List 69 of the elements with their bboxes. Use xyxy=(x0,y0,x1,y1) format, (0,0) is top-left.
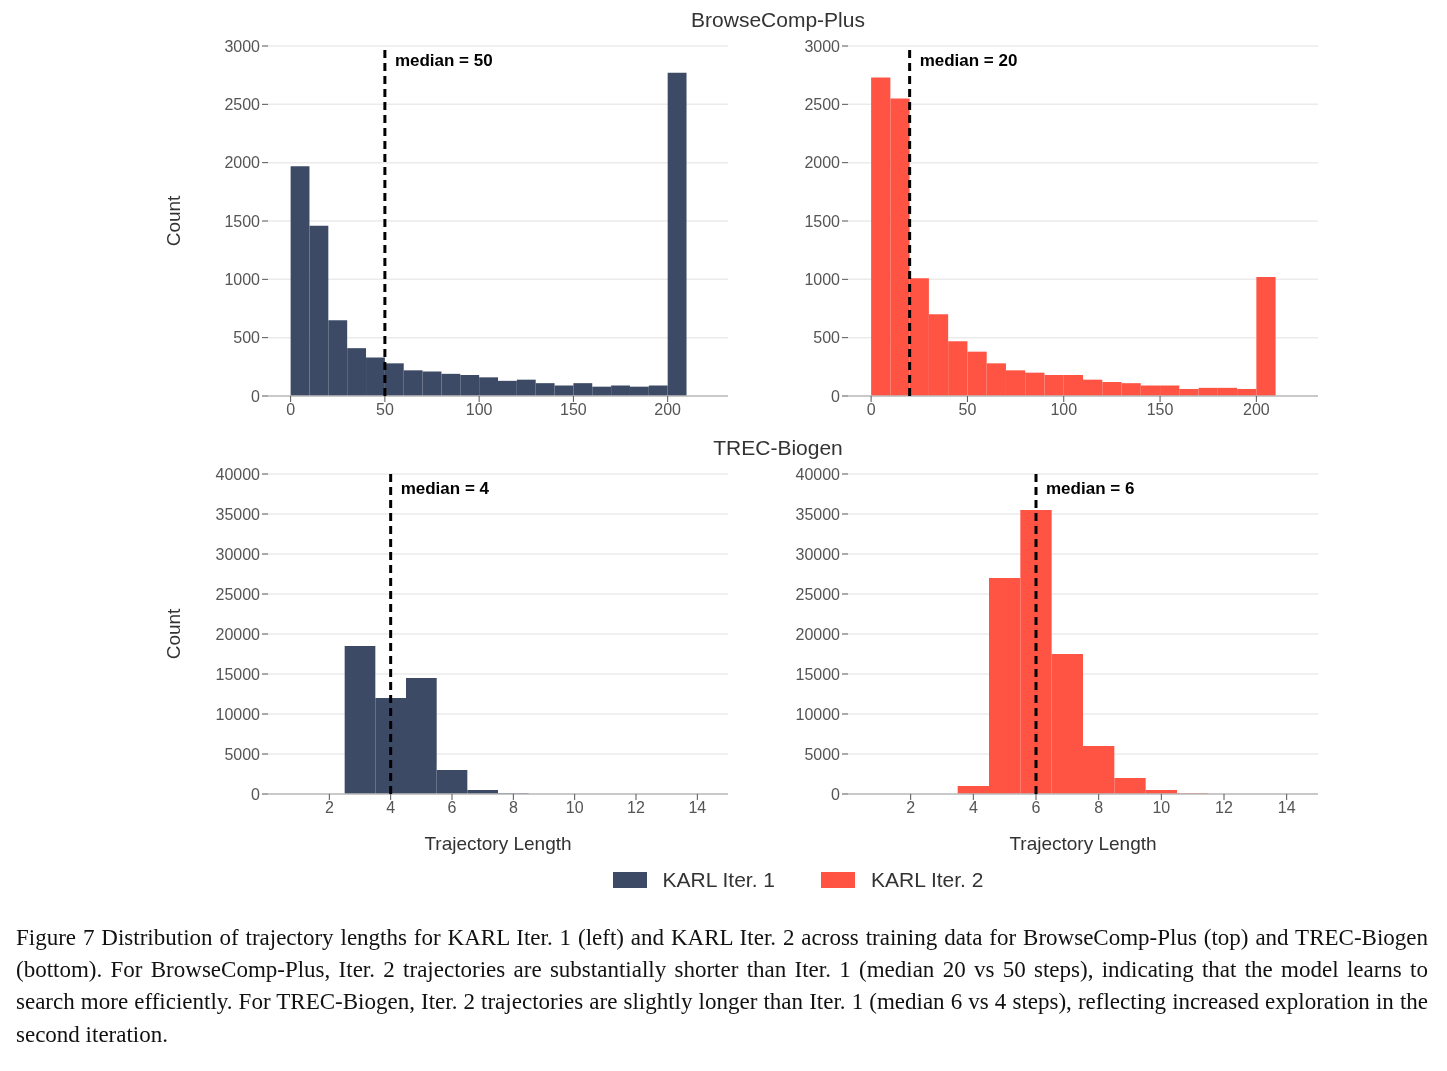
y-tick-label: 5000 xyxy=(804,745,841,763)
x-tick-label: 6 xyxy=(1031,799,1041,817)
y-tick-label: 2500 xyxy=(224,96,261,114)
caption: Figure 7 Distribution of trajectory lengths for KARL Iter. 1 (left) and KARL Iter. 2 across training data for BrowseComp-Plus (top) and TREC-Biogen (bottom). For BrowseComp-Plus, Iter. 2 trajectories are substantially shorter than Iter. 1 (median 20 vs 50 steps), indicating that the model learns to search more efficiently. For TREC-Biogen, Iter. 2 trajectories are slightly longer than Iter. 1 (median 6 vs 4 steps), reflecting increased exploration in the second iteration. xyxy=(16,924,1428,1049)
x-tick-label: 150 xyxy=(560,401,587,419)
y-tick-label: 0 xyxy=(251,387,261,405)
y-tick-label: 25000 xyxy=(795,585,841,603)
x-tick-label: 150 xyxy=(1146,401,1174,419)
x-tick-label: 10 xyxy=(565,799,584,817)
x-tick-label: 4 xyxy=(386,799,396,817)
y-tick-label: 3000 xyxy=(804,37,841,55)
x-tick-label: 100 xyxy=(1050,401,1078,419)
y-tick-label: 5000 xyxy=(224,745,261,763)
y-tick-label: 25000 xyxy=(215,585,261,603)
y-tick-label: 1000 xyxy=(224,271,261,289)
ref-line-label: median = 4 xyxy=(400,479,490,498)
y-tick-label: 2500 xyxy=(804,96,841,114)
x-axis-title: Trajectory Length xyxy=(424,833,572,854)
y-axis-title: Count xyxy=(162,194,184,247)
x-tick-label: 0 xyxy=(286,401,296,419)
y-tick-label: 500 xyxy=(813,329,841,347)
y-tick-label: 30000 xyxy=(795,545,841,563)
y-tick-label: 2000 xyxy=(804,154,841,172)
ref-line-label: median = 6 xyxy=(1046,479,1135,498)
x-axis-title: Trajectory Length xyxy=(1009,833,1157,854)
y-tick-label: 35000 xyxy=(215,505,261,523)
x-tick-label: 200 xyxy=(1243,401,1270,419)
x-tick-label: 14 xyxy=(1277,799,1296,817)
x-tick-label: 12 xyxy=(627,799,645,817)
x-tick-label: 50 xyxy=(375,401,394,419)
x-tick-label: 14 xyxy=(688,799,707,817)
x-tick-label: 0 xyxy=(866,401,876,419)
legend-label: KARL Iter. 2 xyxy=(871,868,984,892)
text: BrowseComp-Plus xyxy=(690,8,866,33)
y-tick-label: 15000 xyxy=(215,665,261,683)
y-tick-label: 10000 xyxy=(795,705,841,723)
x-tick-label: 200 xyxy=(654,401,682,419)
y-tick-label: 1500 xyxy=(224,212,261,230)
legend-label: KARL Iter. 1 xyxy=(662,868,775,892)
y-tick-label: 15000 xyxy=(795,665,841,683)
y-tick-label: 0 xyxy=(251,785,261,803)
y-tick-label: 0 xyxy=(831,785,841,803)
y-tick-label: 40000 xyxy=(215,465,261,483)
x-tick-label: 10 xyxy=(1152,799,1171,817)
x-tick-label: 100 xyxy=(465,401,493,419)
y-tick-label: 1000 xyxy=(804,271,841,289)
y-tick-label: 35000 xyxy=(795,505,841,523)
y-tick-label: 30000 xyxy=(215,545,261,563)
y-axis-title: Count xyxy=(162,607,184,660)
y-tick-label: 10000 xyxy=(215,705,261,723)
y-tick-label: 2000 xyxy=(224,154,261,172)
x-tick-label: 4 xyxy=(968,799,978,817)
x-tick-label: 8 xyxy=(1094,799,1104,817)
y-tick-label: 20000 xyxy=(795,625,841,643)
x-tick-label: 2 xyxy=(324,799,334,817)
y-tick-label: 0 xyxy=(831,387,841,405)
ref-line-label: median = 50 xyxy=(394,51,493,70)
y-tick-label: 40000 xyxy=(795,465,841,483)
y-tick-label: 20000 xyxy=(215,625,261,643)
y-tick-label: 3000 xyxy=(224,37,261,55)
x-tick-label: 2 xyxy=(906,799,916,817)
x-tick-label: 8 xyxy=(508,799,518,817)
y-tick-label: 500 xyxy=(233,329,261,347)
x-tick-label: 12 xyxy=(1215,799,1233,817)
ref-line-label: median = 20 xyxy=(919,51,1018,70)
y-tick-label: 1500 xyxy=(804,212,841,230)
x-tick-label: 6 xyxy=(447,799,457,817)
text: TREC-Biogen xyxy=(712,436,844,461)
x-tick-label: 50 xyxy=(958,401,977,419)
